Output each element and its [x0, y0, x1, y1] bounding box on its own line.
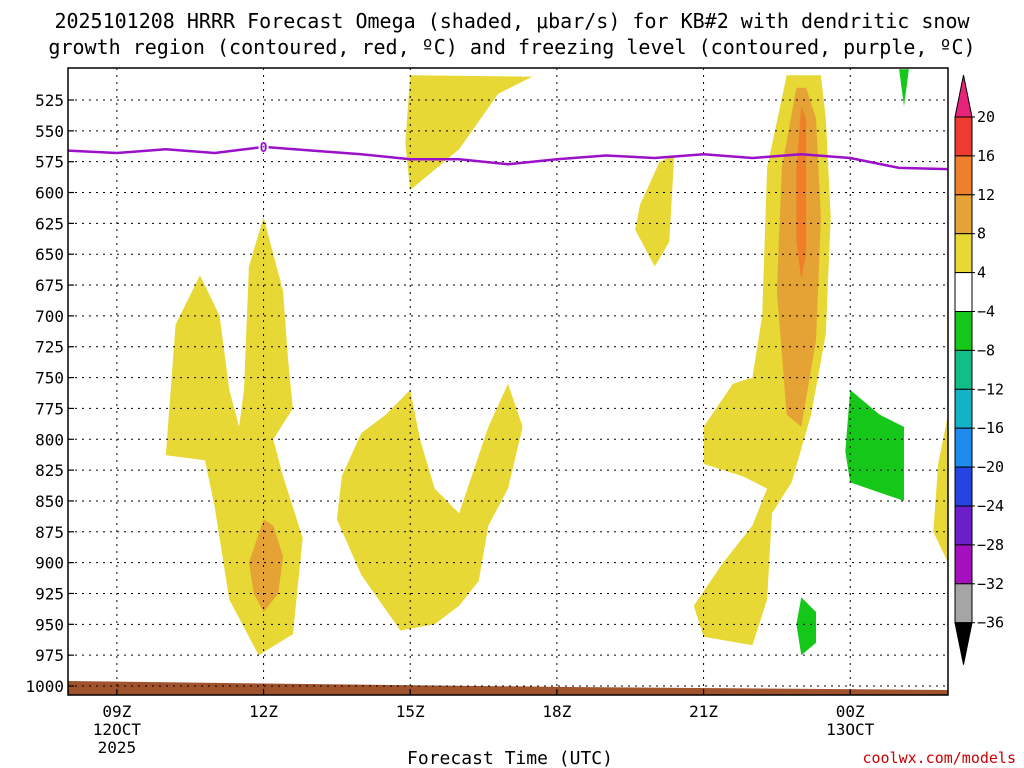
colorbar-label-8: −16 [977, 419, 1004, 437]
y-tick-label-700: 700 [35, 307, 64, 326]
y-tick-label-525: 525 [35, 91, 64, 110]
credit-link[interactable]: coolwx.com/models [862, 749, 1016, 767]
omega-region--8_to_-4-9 [845, 389, 904, 501]
freezing-level-contour: 0 [67, 139, 949, 171]
omega-region--8_to_-4-10 [796, 597, 816, 656]
axes [67, 67, 949, 696]
freezing-level-label: 0 [260, 141, 268, 156]
x-tick-label-15Z: 15Z [396, 702, 425, 721]
y-tick-label-625: 625 [35, 214, 64, 233]
x-tick-date-00Z: 13OCT [826, 720, 875, 739]
x-tick-label-09Z: 09Z [102, 702, 131, 721]
colorbar-label-11: −28 [977, 536, 1004, 554]
x-tick-label-21Z: 21Z [689, 702, 718, 721]
y-tick-label-600: 600 [35, 184, 64, 203]
y-tick-label-775: 775 [35, 399, 64, 418]
y-tick-label-1000: 1000 [25, 677, 64, 696]
colorbar-swatch-1 [954, 116, 973, 157]
colorbar-label-6: −8 [977, 341, 995, 359]
terrain-surface [68, 681, 948, 695]
x-axis-title: Forecast Time (UTC) [407, 748, 613, 768]
colorbar-label-7: −12 [977, 380, 1004, 398]
y-tick-label-925: 925 [35, 584, 64, 603]
y-tick-label-975: 975 [35, 646, 64, 665]
omega-region-8_to_12-1 [248, 519, 284, 612]
colorbar-swatch-8 [954, 388, 973, 429]
y-axis-tick-labels: 525 550 575 600 625 650 675 700 725 750 775 800 825 8… [25, 91, 64, 696]
y-tick-label-825: 825 [35, 461, 64, 480]
colorbar-swatch-12 [954, 544, 973, 585]
y-tick-label-675: 675 [35, 276, 64, 295]
colorbar-label-0: 20 [977, 108, 995, 126]
chart-title-line1: 2025101208 HRRR Forecast Omega (shaded, … [54, 9, 970, 33]
colorbar-label-4: 4 [977, 264, 986, 282]
colorbar-label-3: 8 [977, 225, 986, 243]
colorbar-swatch-2 [954, 155, 973, 196]
omega-region-4_to_8-8 [933, 414, 948, 563]
colorbar-swatch-6 [954, 311, 973, 351]
omega-region-12_to_16-7 [796, 106, 807, 279]
x-tick-label-12Z: 12Z [249, 702, 278, 721]
x-tick-label-18Z: 18Z [542, 702, 571, 721]
chart-title-line2: growth region (contoured, red, ºC) and f… [48, 35, 975, 59]
x-tick-year-09Z: 2025 [98, 738, 137, 757]
colorbar-label-10: −24 [977, 497, 1004, 515]
y-tick-label-650: 650 [35, 245, 64, 264]
colorbar-label-12: −32 [977, 575, 1004, 593]
y-tick-label-575: 575 [35, 153, 64, 172]
colorbar-swatch-13 [954, 583, 973, 624]
colorbar-swatch-3 [954, 194, 973, 235]
colorbar-swatch-11 [954, 505, 973, 546]
omega-shaded-regions [165, 69, 948, 656]
colorbar-swatch-5 [954, 272, 973, 313]
colorbar-legend: 20 16 12 8 4 −4 −8 −12 −16 −20 −24 −28 −32 −36 [954, 74, 1004, 665]
plot-frame [67, 67, 949, 696]
colorbar-swatch-7 [954, 349, 973, 390]
y-tick-label-800: 800 [35, 430, 64, 449]
colorbar-label-1: 16 [977, 147, 995, 165]
colorbar-swatch-10 [954, 466, 973, 507]
y-tick-label-850: 850 [35, 492, 64, 511]
x-tick-date-09Z: 12OCT [93, 720, 142, 739]
omega-region-4_to_8-2 [336, 383, 523, 631]
y-tick-label-550: 550 [35, 122, 64, 141]
chart-title: 2025101208 HRRR Forecast Omega (shaded, … [48, 9, 975, 59]
colorbar-label-9: −20 [977, 458, 1004, 476]
x-tick-label-00Z: 00Z [836, 702, 865, 721]
y-tick-label-725: 725 [35, 338, 64, 357]
y-tick-label-750: 750 [35, 369, 64, 388]
omega-region--8_to_-4-11 [899, 69, 909, 107]
y-tick-label-950: 950 [35, 615, 64, 634]
colorbar-label-13: −36 [977, 614, 1004, 632]
y-tick-label-900: 900 [35, 554, 64, 573]
omega-region-4_to_8-3 [405, 75, 533, 191]
colorbar-bottom-arrow [954, 622, 973, 665]
terrain-fill [68, 681, 948, 695]
colorbar-swatch-4 [954, 233, 973, 274]
colorbar-top-arrow [954, 74, 973, 118]
y-tick-label-875: 875 [35, 523, 64, 542]
freezing-level-line [67, 145, 949, 171]
colorbar-label-5: −4 [977, 303, 995, 321]
freezing-level-label-bg [258, 139, 269, 153]
omega-region-4_to_8-4 [635, 155, 675, 267]
colorbar-swatch-9 [954, 427, 973, 468]
colorbar-label-2: 12 [977, 186, 995, 204]
